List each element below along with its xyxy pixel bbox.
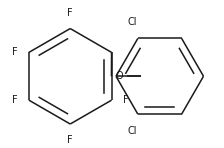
Text: Cl: Cl [127,126,137,136]
Text: F: F [123,95,128,105]
Text: O: O [115,71,123,81]
Text: Cl: Cl [127,17,137,27]
Text: F: F [12,95,18,105]
Text: F: F [67,8,73,18]
Text: F: F [12,47,18,57]
Text: F: F [67,135,73,145]
